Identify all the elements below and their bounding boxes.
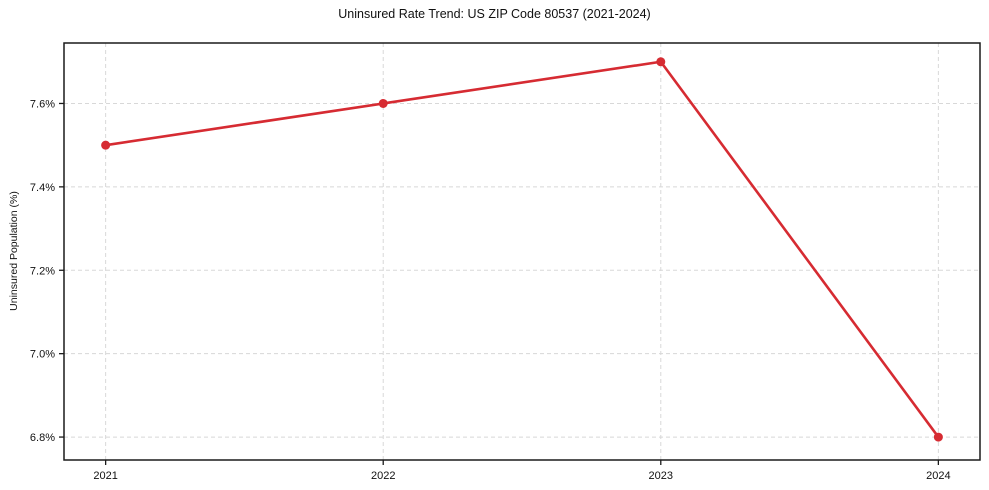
data-point-marker xyxy=(933,432,943,442)
trend-line xyxy=(104,60,940,439)
y-tick-label: 6.8% xyxy=(30,432,55,444)
y-tick-label: 7.2% xyxy=(30,265,55,277)
x-tick-label: 2022 xyxy=(371,470,395,482)
data-point-marker xyxy=(656,57,666,67)
chart-title: Uninsured Rate Trend: US ZIP Code 80537 … xyxy=(338,7,651,21)
y-tick-label: 7.6% xyxy=(30,98,55,110)
x-tick-label: 2024 xyxy=(926,470,950,482)
plot-border xyxy=(63,42,981,461)
x-tick-label: 2021 xyxy=(93,470,117,482)
x-tick-label: 2023 xyxy=(649,470,673,482)
data-point-marker xyxy=(101,140,111,150)
data-point-marker xyxy=(378,98,388,108)
y-tick-label: 7.4% xyxy=(30,182,55,194)
y-tick-label: 7.0% xyxy=(30,349,55,361)
